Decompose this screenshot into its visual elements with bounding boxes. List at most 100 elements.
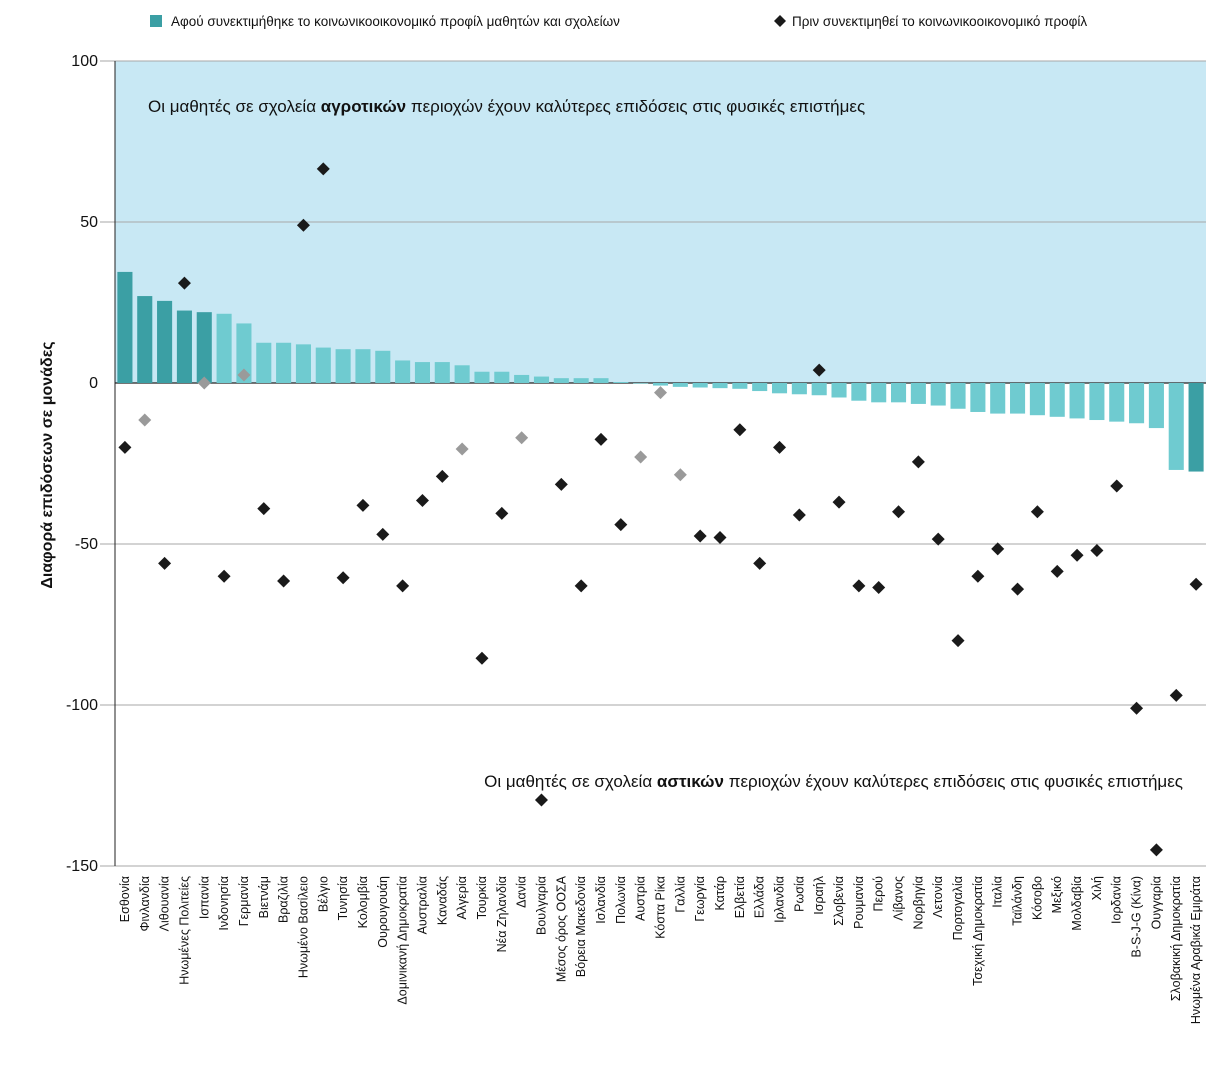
diamond-point [158, 556, 172, 570]
bar [910, 383, 926, 404]
diamond-point [1011, 582, 1025, 596]
diamond-point [1130, 701, 1144, 715]
y-tick-label: -100 [66, 697, 98, 714]
bar [771, 383, 788, 394]
bar-series-after [117, 271, 1204, 472]
bar [1129, 383, 1145, 424]
diamond-point [733, 423, 747, 437]
bar [395, 360, 411, 383]
x-tick-label: Κατάρ [713, 876, 727, 911]
diamond-point [1110, 479, 1124, 493]
bar [930, 383, 946, 406]
diamond-point [1090, 543, 1104, 557]
bar [593, 378, 609, 383]
x-tick-label: Ουρουγουάη [376, 876, 390, 948]
bar [970, 383, 986, 412]
x-tick-label: Λετονία [931, 876, 945, 918]
x-tick-label: Περού [872, 876, 886, 912]
diamond-point [356, 498, 370, 512]
x-tick-label: Ινδονησία [217, 876, 231, 931]
diamond-point [296, 218, 310, 232]
diamond-point [634, 450, 648, 464]
bar [236, 323, 252, 383]
diamond-point [1030, 505, 1044, 519]
bar [633, 383, 649, 384]
x-tick-label: Βόρεια Μακεδονία [574, 876, 588, 977]
legend-label-before: Πριν συνεκτιμηθεί το κοινωνικοοικονομικό… [792, 14, 1087, 29]
x-tick-label: Βέλγιο [316, 876, 330, 912]
bar [791, 383, 807, 395]
diamond-point [574, 579, 588, 593]
bar [831, 383, 847, 398]
x-tick-label: Ισλανδία [594, 876, 608, 924]
y-tick-label: 50 [80, 214, 98, 231]
bar [474, 371, 490, 383]
x-tick-label: Ιρλανδία [773, 876, 787, 923]
annotation-rural: Οι μαθητές σε σχολεία αγροτικών περιοχών… [148, 97, 865, 116]
diamond-point [435, 469, 449, 483]
diamond-point [654, 386, 667, 400]
bar [256, 342, 272, 383]
diamond-point [515, 431, 529, 445]
diamond-point [217, 569, 231, 583]
diamond-point [792, 508, 806, 522]
x-tick-label: Αυστραλία [415, 876, 429, 934]
x-tick-label: Δανία [515, 876, 529, 908]
legend: Αφού συνεκτιμήθηκε το κοινωνικοοικονομικ… [150, 14, 1087, 29]
bar [1168, 383, 1184, 470]
diamond-point [415, 494, 429, 508]
x-tick-label: Ελβετία [733, 876, 747, 918]
x-tick-label: Ουγγαρία [1149, 876, 1163, 929]
bar [1089, 383, 1105, 421]
diamond-point [832, 495, 846, 509]
bar [514, 374, 530, 383]
diamond-point [1070, 548, 1084, 562]
x-tick-label: Κόστα Ρίκα [654, 876, 668, 939]
diamond-point [376, 527, 390, 541]
y-tick-label: 0 [89, 375, 98, 392]
x-tick-label: Ρωσία [792, 876, 806, 912]
diamond-point [396, 579, 410, 593]
legend-bar-swatch [150, 15, 162, 27]
x-tick-label: Γαλλία [673, 876, 687, 913]
diamond-point [812, 363, 826, 377]
bar [494, 371, 510, 383]
x-tick-label: Νορβηγία [911, 876, 925, 930]
x-tick-label: Τυνησία [336, 876, 350, 920]
x-tick-label: Γερμανία [237, 876, 251, 926]
diamond-point [1169, 688, 1183, 702]
bar [712, 383, 728, 389]
diamond-point [257, 502, 271, 516]
y-tick-label: -50 [75, 536, 98, 553]
diamond-point [594, 432, 608, 446]
bar [117, 271, 133, 383]
bar [851, 383, 867, 401]
diamond-point [554, 477, 568, 491]
x-tick-label: Ελλάδα [753, 876, 767, 918]
x-tick-label: Ισπανία [197, 876, 211, 919]
x-tick-label: Πορτογαλία [951, 876, 965, 940]
x-tick-label: Κολομβία [356, 876, 370, 928]
bar [613, 382, 629, 383]
bar [732, 383, 748, 389]
diamond-point [495, 506, 509, 520]
bar [1109, 383, 1125, 422]
x-tick-label: Χιλή [1090, 876, 1104, 900]
diamond-point [991, 542, 1005, 556]
y-axis-label: Διαφορά επιδόσεων σε μονάδες [39, 341, 56, 588]
bar [1010, 383, 1026, 414]
diamond-point [1189, 577, 1203, 591]
x-tick-label: Κόσοβο [1030, 876, 1044, 920]
diamond-point [693, 529, 707, 543]
x-tick-label: Αλγερία [455, 876, 469, 920]
diamond-point [911, 455, 925, 469]
bar [990, 383, 1006, 414]
bar [276, 342, 292, 383]
x-tick-label: Βουλγαρία [534, 876, 548, 935]
diamond-point [971, 569, 985, 583]
y-tick-label: 100 [71, 53, 98, 70]
x-axis-category-labels: Εσθονία Φινλανδία Λιθουανία Ηνωμένες Πολιτε… [118, 875, 1203, 1024]
diamond-point [773, 440, 787, 454]
diamond-point [931, 532, 945, 546]
diamond-point [852, 579, 866, 593]
